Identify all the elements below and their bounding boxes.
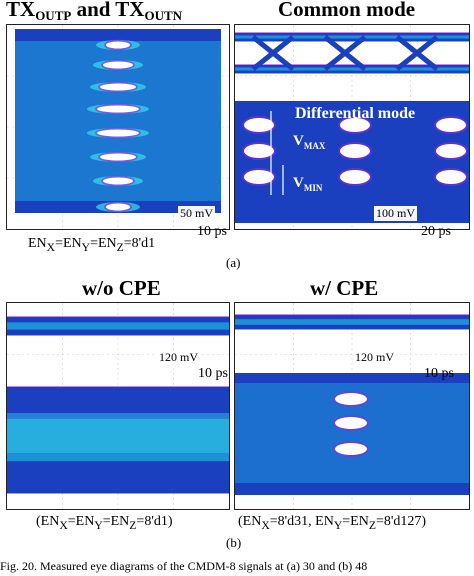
w-cpe-eye-opening xyxy=(335,393,367,405)
panel-a-setting: ENX=ENY=ENZ=8'd1 xyxy=(28,236,156,254)
panel-b-label: (b) xyxy=(226,535,242,550)
tx-eye-opening xyxy=(103,61,133,69)
tx-eye-opening xyxy=(97,105,139,113)
eye-diagram-cm-dm-svg xyxy=(235,25,469,229)
figure-caption: Fig. 20. Measured eye diagrams of the CM… xyxy=(0,559,368,573)
dm-eye-opening xyxy=(340,144,370,158)
cm-crossing xyxy=(323,35,367,71)
panel-b-left-title: w/o CPE xyxy=(82,276,161,300)
cm-bottom-band-core xyxy=(235,67,469,71)
panel-b-left-setting: (ENX=ENY=ENZ=8'd1) xyxy=(36,514,173,532)
tx-eye-opening xyxy=(97,129,139,137)
eye-diagram-with-cpe: 120 mV xyxy=(234,302,470,510)
wo-cpe-top-band-core xyxy=(7,322,229,330)
eye-diagram-without-cpe-svg xyxy=(7,303,229,509)
dm-eye-opening xyxy=(340,118,370,132)
eye-diagram-tx-svg xyxy=(7,25,229,229)
panel-b-right-setting: (ENX=8'd31, ENY=ENZ=8'd127) xyxy=(238,514,427,532)
tx-eye-opening xyxy=(100,83,136,91)
eye-diagram-without-cpe: 120 mV xyxy=(6,302,230,510)
panel-b-right-title: w/ CPE xyxy=(310,276,379,300)
eye-diagram-common-differential: Differential mode VMAX VMIN 100 mV xyxy=(234,24,470,230)
left-time-scale: 10 ps xyxy=(197,224,227,239)
dm-eye-opening xyxy=(340,170,370,184)
dm-eye-opening xyxy=(244,118,274,132)
tx-eye-opening xyxy=(103,177,133,185)
eye-diagram-with-cpe-svg xyxy=(235,303,469,509)
dm-eye-opening xyxy=(244,170,274,184)
cm-crossing xyxy=(395,35,439,71)
w-cpe-eye-opening xyxy=(335,417,367,429)
b-right-voltage-scale: 120 mV xyxy=(353,350,396,365)
tx-eye-opening xyxy=(106,203,130,211)
vmin-label: VMIN xyxy=(293,175,323,193)
b-right-time-scale: 10 ps xyxy=(424,366,454,381)
right-voltage-scale: 100 mV xyxy=(374,206,417,221)
left-voltage-scale: 50 mV xyxy=(178,206,215,221)
b-left-time-scale: 10 ps xyxy=(198,366,228,381)
dm-eye-opening xyxy=(436,170,466,184)
differential-mode-label: Differential mode xyxy=(295,105,416,122)
b-left-voltage-scale: 120 mV xyxy=(157,350,200,365)
tx-eye-opening xyxy=(100,153,136,161)
eye-diagram-tx-outputs: 50 mV xyxy=(6,24,230,230)
panel-a-right-title: Common mode xyxy=(278,0,416,21)
wo-cpe-glow xyxy=(7,413,229,453)
cm-top-band-core xyxy=(235,35,469,39)
dm-eye-opening xyxy=(436,118,466,132)
vmax-label: VMAX xyxy=(293,133,326,151)
cm-crossing xyxy=(251,35,295,71)
panel-a-left-title: TXOUTP and TXOUTN xyxy=(6,0,183,23)
dm-eye-opening xyxy=(244,144,274,158)
w-cpe-top-band-core xyxy=(235,319,469,325)
dm-eye-opening xyxy=(436,144,466,158)
tx-eye-opening xyxy=(106,41,130,49)
wo-cpe-bottom-band-core xyxy=(7,418,229,462)
w-cpe-eye-opening xyxy=(335,443,367,455)
right-time-scale: 20 ps xyxy=(421,224,451,239)
panel-a-label: (a) xyxy=(226,255,241,270)
